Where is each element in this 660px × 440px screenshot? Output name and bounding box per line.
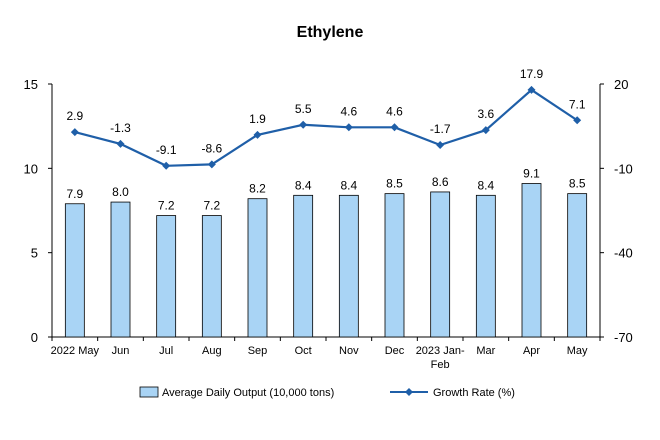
bar — [110, 201, 131, 338]
growth-marker — [573, 116, 582, 125]
growth-value-label: 2.9 — [66, 109, 83, 123]
legend-line-marker — [405, 388, 413, 396]
left-tick-label: 10 — [24, 161, 38, 176]
bar-value-label: 8.0 — [112, 185, 129, 199]
left-tick-label: 0 — [31, 330, 38, 345]
bar — [247, 198, 268, 338]
x-tick-label: Apr — [523, 345, 540, 357]
growth-value-label: -1.3 — [110, 121, 131, 135]
growth-value-label: 3.6 — [477, 107, 494, 121]
growth-value-label: -9.1 — [156, 143, 177, 157]
growth-marker — [253, 130, 262, 139]
growth-marker — [116, 139, 125, 148]
x-tick-label: 2023 Jan- — [416, 345, 465, 357]
bar — [201, 215, 222, 338]
growth-marker — [436, 141, 445, 150]
left-tick-label: 15 — [24, 77, 38, 92]
x-tick-label: 2022 May — [51, 345, 100, 357]
bar-value-label: 7.2 — [203, 199, 220, 213]
x-tick-label: Mar — [476, 345, 495, 357]
growth-marker — [481, 126, 490, 135]
x-tick-label: Aug — [202, 345, 222, 357]
x-tick-label: Jul — [159, 345, 173, 357]
growth-marker — [390, 123, 399, 132]
legend-line-label: Growth Rate (%) — [433, 387, 515, 399]
growth-marker — [344, 123, 353, 132]
growth-line — [74, 88, 578, 167]
growth-value-label: 4.6 — [340, 104, 357, 118]
bar-value-label: 8.5 — [569, 177, 586, 191]
right-tick-label: -10 — [614, 161, 633, 176]
growth-marker — [70, 128, 79, 137]
x-tick-label: Jun — [112, 345, 130, 357]
right-tick-label: 20 — [614, 77, 628, 92]
chart-title: Ethylene — [297, 24, 364, 41]
growth-value-label: 1.9 — [249, 112, 266, 126]
bar-value-label: 8.6 — [432, 175, 449, 189]
x-tick-label: Sep — [248, 345, 268, 357]
bar — [430, 191, 451, 338]
bar — [475, 194, 496, 338]
x-tick-label: Oct — [295, 345, 312, 357]
growth-value-label: -1.7 — [430, 122, 451, 136]
bar-value-label: 7.9 — [66, 187, 83, 201]
bar-value-label: 8.2 — [249, 182, 266, 196]
growth-marker — [207, 160, 216, 169]
growth-value-label: -8.6 — [201, 141, 222, 155]
bar — [338, 194, 359, 338]
x-tick-label: May — [567, 345, 588, 357]
growth-value-label: 4.6 — [386, 104, 403, 118]
bar — [384, 193, 405, 338]
growth-marker — [299, 120, 308, 129]
bar — [64, 203, 85, 338]
bar-value-label: 8.5 — [386, 177, 403, 191]
x-tick-label: Nov — [339, 345, 359, 357]
growth-marker — [527, 85, 536, 94]
growth-value-label: 7.1 — [569, 97, 586, 111]
x-tick-label: Feb — [431, 359, 450, 371]
bar — [156, 215, 177, 338]
right-tick-label: -70 — [614, 330, 633, 345]
left-tick-label: 5 — [31, 246, 38, 261]
growth-value-label: 5.5 — [295, 102, 312, 116]
right-tick-label: -40 — [614, 246, 633, 261]
bar-value-label: 8.4 — [340, 178, 357, 192]
legend: Average Daily Output (10,000 tons) Growt… — [139, 386, 515, 399]
bar-value-label: 9.1 — [523, 167, 540, 181]
bar-value-label: 8.4 — [295, 178, 312, 192]
bar — [521, 183, 542, 338]
legend-bar-label: Average Daily Output (10,000 tons) — [162, 387, 334, 399]
legend-bar-swatch — [139, 386, 159, 398]
x-tick-label: Dec — [385, 345, 405, 357]
bar — [567, 193, 588, 338]
growth-marker — [162, 161, 171, 170]
bar-value-label: 7.2 — [158, 199, 175, 213]
plot-area: 0 5 10 15 -70 -40 -10 20 2022 May Jun Jul Aug Sep Oct… — [24, 67, 633, 371]
bar — [293, 194, 314, 338]
bar-value-label: 8.4 — [477, 178, 494, 192]
growth-value-label: 17.9 — [520, 67, 544, 81]
